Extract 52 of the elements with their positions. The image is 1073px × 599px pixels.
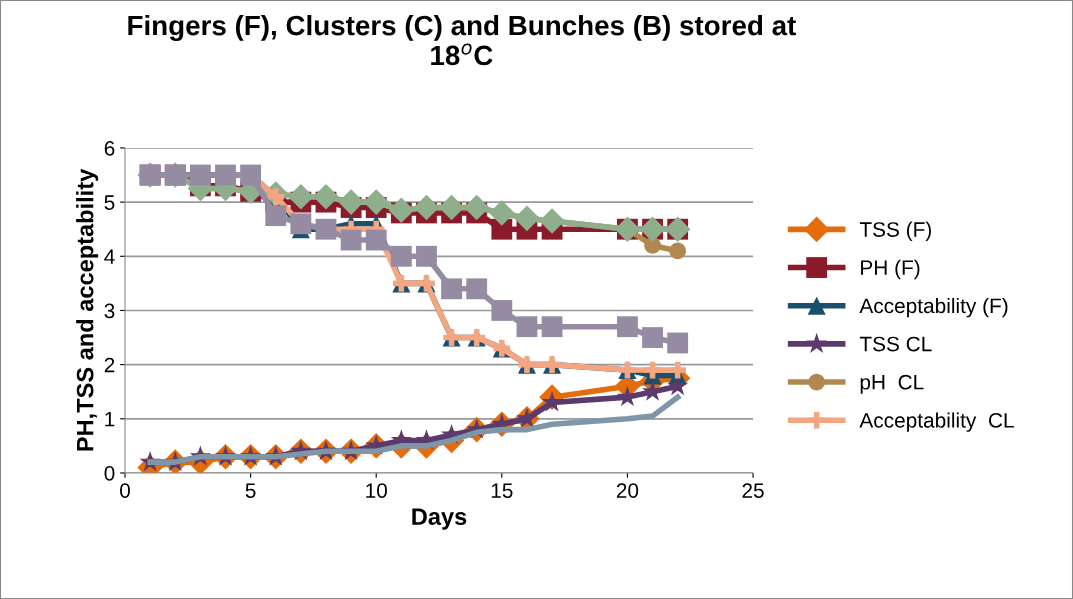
point — [288, 183, 314, 210]
point — [491, 300, 513, 321]
legend-label: PH (F) — [861, 259, 920, 280]
x-tick-label: 25 — [742, 483, 764, 498]
point — [642, 327, 663, 348]
x-tick-label: 5 — [245, 483, 256, 498]
point — [265, 205, 287, 227]
y-tick-label: 1 — [105, 412, 115, 427]
point — [390, 245, 412, 267]
x-tick-label: 15 — [491, 483, 513, 498]
point — [491, 218, 513, 240]
point — [466, 278, 488, 300]
point — [365, 229, 387, 251]
point — [416, 245, 437, 267]
point — [644, 361, 661, 379]
point — [539, 208, 565, 234]
point — [667, 332, 689, 354]
point — [338, 189, 364, 215]
y-tick-label: 5 — [104, 195, 115, 210]
legend-label: TSS (F) — [859, 221, 931, 241]
x-tick-label: 20 — [616, 483, 639, 498]
x-tick-label: 10 — [366, 483, 387, 498]
x-axis-title: Days — [412, 508, 467, 530]
point — [541, 316, 563, 338]
x-tick-label: 0 — [120, 483, 130, 498]
point — [413, 194, 440, 221]
point — [514, 205, 540, 232]
point — [669, 361, 686, 379]
point — [516, 316, 538, 338]
point — [617, 316, 638, 338]
point — [340, 229, 362, 251]
y-tick-label: 0 — [104, 465, 115, 481]
chart-title: Fingers (F), Clusters (C) and Bunches (B) stored at 18$^{o}$C — [128, 14, 796, 66]
point — [313, 183, 339, 210]
point — [441, 278, 462, 300]
y-tick-label: 2 — [104, 357, 115, 373]
point — [541, 391, 563, 412]
legend-label: TSS CL — [859, 336, 932, 352]
point — [463, 194, 490, 221]
legend-label: Acceptability (F) — [859, 297, 1008, 318]
point — [669, 242, 686, 260]
y-tick-label: 3 — [104, 303, 115, 319]
point — [388, 197, 415, 224]
legend-label: Acceptability CL — [859, 412, 1014, 432]
legend-label: pH CL — [860, 374, 924, 394]
point — [667, 375, 689, 396]
y-axis-title: PH,TSS and acceptability — [76, 168, 99, 451]
point — [489, 200, 515, 226]
point — [363, 189, 389, 215]
point — [438, 194, 465, 221]
y-tick-label: 6 — [104, 140, 115, 156]
y-tick-label: 4 — [104, 249, 115, 264]
